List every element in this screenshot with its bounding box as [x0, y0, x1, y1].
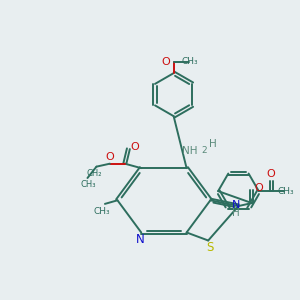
- Text: O: O: [254, 183, 263, 193]
- Text: O: O: [161, 57, 170, 67]
- Text: N: N: [231, 200, 240, 210]
- Text: CH₃: CH₃: [182, 57, 198, 66]
- Text: S: S: [206, 242, 213, 254]
- Text: NH: NH: [182, 146, 197, 156]
- Text: O: O: [130, 142, 139, 152]
- Text: O: O: [106, 152, 114, 162]
- Text: O: O: [266, 169, 275, 179]
- Text: CH₃: CH₃: [94, 207, 110, 216]
- Text: N: N: [136, 232, 145, 245]
- Text: H: H: [232, 208, 239, 218]
- Text: CH₃: CH₃: [278, 187, 295, 196]
- Text: CH₂: CH₂: [86, 169, 102, 178]
- Text: 2: 2: [201, 146, 207, 155]
- Text: H: H: [209, 139, 216, 149]
- Text: CH₃: CH₃: [80, 180, 96, 189]
